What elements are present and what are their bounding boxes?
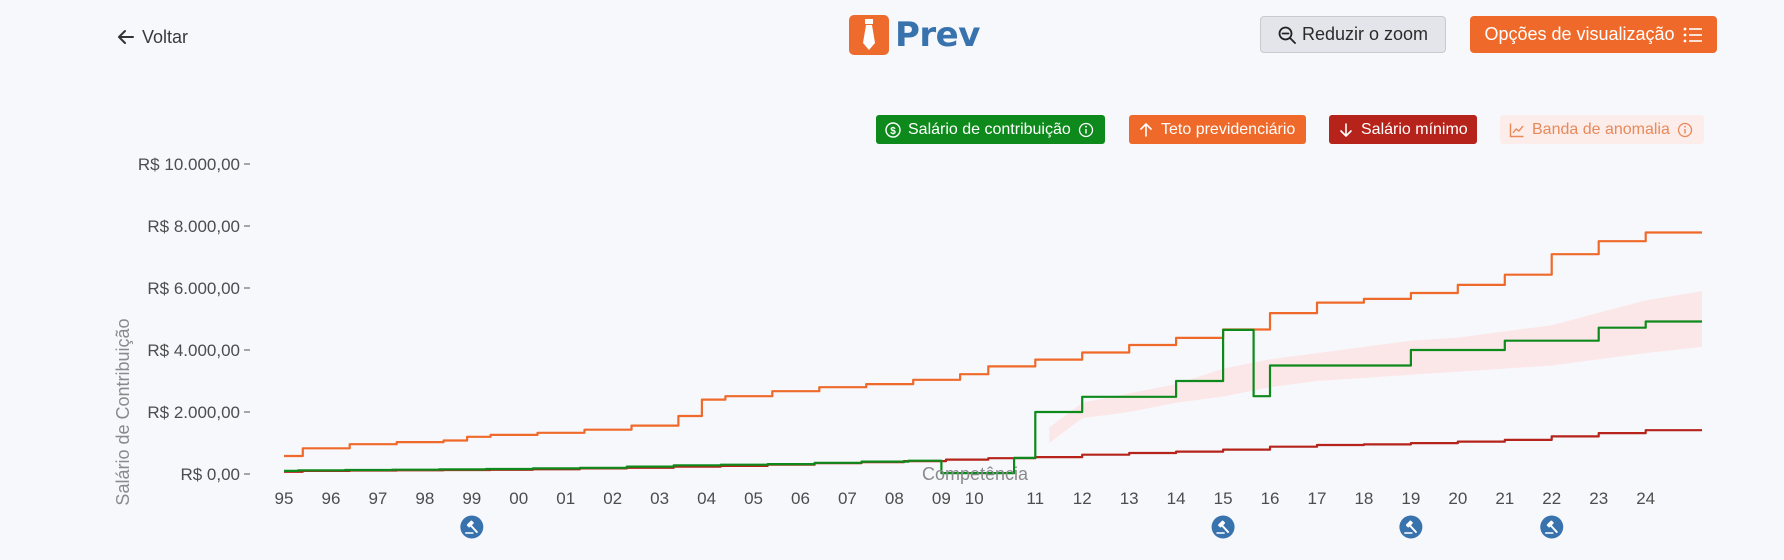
x-tick-label: 23 bbox=[1589, 489, 1608, 508]
x-tick-label: 18 bbox=[1354, 489, 1373, 508]
x-tick-label: 07 bbox=[838, 489, 857, 508]
view-options-button[interactable]: Opções de visualização bbox=[1470, 16, 1717, 53]
arrow-left-icon bbox=[118, 30, 134, 44]
svg-text:$: $ bbox=[890, 126, 896, 137]
x-tick-label: 08 bbox=[885, 489, 904, 508]
y-tick-label: R$ 0,00 bbox=[180, 465, 240, 484]
series-lines-layer bbox=[284, 231, 1702, 475]
x-tick-label: 14 bbox=[1167, 489, 1186, 508]
legend-teto-label: Teto previdenciário bbox=[1161, 120, 1296, 138]
series-teto-previdenciario bbox=[284, 231, 1702, 458]
y-axis: R$ 0,00 R$ 2.000,00 R$ 4.000,00 R$ 6.000,00… bbox=[138, 155, 250, 484]
x-tick-label: 95 bbox=[275, 489, 294, 508]
tie-icon bbox=[849, 15, 889, 55]
legend-salario-contribuicao[interactable]: $ Salário de contribuição bbox=[876, 115, 1105, 144]
x-tick-label: 99 bbox=[462, 489, 481, 508]
dollar-circle-icon: $ bbox=[885, 121, 901, 138]
zoom-out-icon bbox=[1278, 26, 1296, 44]
back-link[interactable]: Voltar bbox=[116, 22, 188, 52]
x-tick-label: 04 bbox=[697, 489, 716, 508]
x-tick-label: 10 bbox=[965, 489, 984, 508]
x-tick-label: 05 bbox=[744, 489, 763, 508]
x-tick-label: 01 bbox=[556, 489, 575, 508]
zoom-out-button[interactable]: Reduzir o zoom bbox=[1260, 16, 1446, 53]
x-tick-label: 15 bbox=[1214, 489, 1233, 508]
anomaly-band-layer bbox=[1049, 291, 1702, 443]
legend-teto-previdenciario[interactable]: Teto previdenciário bbox=[1129, 115, 1306, 144]
y-tick-label: R$ 10.000,00 bbox=[138, 155, 240, 174]
x-tick-label: 11 bbox=[1026, 489, 1044, 508]
x-tick-label: 24 bbox=[1636, 489, 1655, 508]
x-tick-label: 22 bbox=[1542, 489, 1561, 508]
x-tick-label: 02 bbox=[603, 489, 622, 508]
x-tick-label: 98 bbox=[415, 489, 434, 508]
x-tick-label: 96 bbox=[321, 489, 340, 508]
view-options-label: Opções de visualização bbox=[1484, 24, 1675, 44]
series-salario-contribuicao bbox=[284, 320, 1702, 475]
back-label: Voltar bbox=[142, 26, 189, 47]
x-tick-label: 00 bbox=[509, 489, 528, 508]
gavel-icon[interactable] bbox=[1399, 515, 1423, 539]
x-tick-label: 06 bbox=[791, 489, 810, 508]
x-tick-label: 09 bbox=[932, 489, 951, 508]
list-icon bbox=[1683, 27, 1702, 42]
gavel-icon[interactable] bbox=[460, 515, 484, 539]
legend-salario-label: Salário de contribuição bbox=[908, 120, 1071, 138]
y-tick-label: R$ 2.000,00 bbox=[147, 403, 240, 422]
x-tick-label: 97 bbox=[368, 489, 387, 508]
x-axis-title: Competência bbox=[922, 464, 1029, 484]
x-tick-label: 19 bbox=[1401, 489, 1420, 508]
legend-minimo-label: Salário mínimo bbox=[1361, 120, 1468, 138]
gavel-icon[interactable] bbox=[1540, 515, 1564, 539]
legend-banda-anomalia[interactable]: Banda de anomalia bbox=[1500, 115, 1704, 144]
gavel-icon[interactable] bbox=[1211, 515, 1235, 539]
y-tick-label: R$ 4.000,00 bbox=[147, 341, 240, 360]
arrow-down-icon bbox=[1340, 122, 1352, 137]
x-tick-label: 12 bbox=[1073, 489, 1092, 508]
chart-line-icon bbox=[1509, 123, 1524, 137]
zoom-out-label: Reduzir o zoom bbox=[1301, 24, 1429, 44]
y-axis-title: Salário de Contribuição bbox=[113, 318, 133, 505]
arrow-up-icon bbox=[1140, 122, 1152, 137]
logo: Prev bbox=[849, 14, 980, 56]
x-tick-label: 17 bbox=[1308, 489, 1327, 508]
x-tick-label: 03 bbox=[650, 489, 669, 508]
anomaly-band bbox=[1049, 291, 1702, 443]
y-tick-label: R$ 8.000,00 bbox=[147, 217, 240, 236]
y-tick-label: R$ 6.000,00 bbox=[147, 279, 240, 298]
x-tick-label: 13 bbox=[1120, 489, 1139, 508]
info-icon[interactable] bbox=[1677, 122, 1693, 138]
x-axis: 95 96 97 98 99 00 01 02 03 04 05 06 07 08 09 10 11 12 13 14… bbox=[275, 489, 1656, 508]
legend-banda-label: Banda de anomalia bbox=[1532, 120, 1670, 138]
logo-text: Prev bbox=[895, 15, 980, 55]
legend-salario-minimo[interactable]: Salário mínimo bbox=[1329, 115, 1477, 144]
event-markers bbox=[460, 515, 1564, 539]
x-tick-label: 20 bbox=[1448, 489, 1467, 508]
x-tick-label: 16 bbox=[1261, 489, 1280, 508]
x-tick-label: 21 bbox=[1495, 489, 1514, 508]
info-icon[interactable] bbox=[1078, 122, 1094, 138]
